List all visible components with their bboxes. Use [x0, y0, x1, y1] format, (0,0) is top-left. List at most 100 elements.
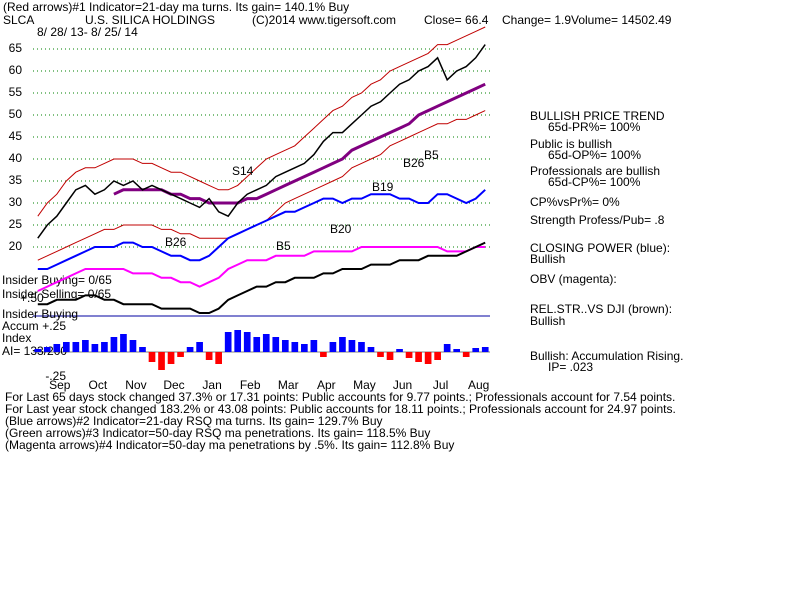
side-note: Bullish — [530, 314, 565, 328]
accum-bar — [310, 340, 318, 352]
accum-bar — [329, 342, 337, 352]
accum-bar — [177, 352, 184, 357]
accum-bar — [339, 337, 346, 352]
accum-bar — [358, 342, 365, 352]
accum-bar — [291, 342, 299, 352]
header-line: (Red arrows)#1 Indicator=21-day ma turns… — [3, 0, 349, 14]
y-tick-label: 45 — [9, 129, 23, 143]
accum-bar — [281, 340, 289, 352]
accum-bar — [91, 344, 99, 352]
y-tick-label: +.25 — [42, 319, 66, 333]
accum-bar — [405, 352, 413, 358]
y-tick-label: 65 — [9, 41, 23, 55]
accum-bar — [110, 337, 118, 352]
side-note: 65d-OP%= 100% — [548, 148, 641, 162]
left-label: Index — [2, 331, 31, 345]
accum-bar — [396, 349, 403, 352]
change: Change= 1.9 — [502, 13, 571, 27]
x-tick-label: Jun — [393, 378, 412, 392]
y-tick-label: 25 — [9, 217, 23, 231]
x-tick-label: Aug — [468, 378, 489, 392]
x-tick-label: Sep — [49, 378, 71, 392]
company: U.S. SILICA HOLDINGS — [85, 13, 215, 27]
annotation: B5 — [276, 239, 291, 253]
accum-bar — [101, 342, 108, 352]
series-line — [37, 241, 486, 314]
side-note: REL.STR..VS DJI (brown): — [530, 302, 672, 316]
accum-bar — [348, 340, 356, 352]
accum-bar — [34, 349, 42, 352]
accum-bar — [481, 347, 489, 352]
side-note: CP%vsPr%= 0% — [530, 195, 620, 209]
side-note: CLOSING POWER (blue): — [530, 241, 670, 255]
annotation: S14 — [232, 164, 254, 178]
accum-bar — [443, 344, 451, 352]
side-note: 65d-PR%= 100% — [548, 120, 641, 134]
accum-bar — [253, 337, 261, 352]
footer-line: (Blue arrows)#2 Indicator=21-day RSQ ma … — [5, 414, 383, 428]
series-line — [37, 246, 486, 292]
left-label: +.50 — [20, 291, 44, 305]
annotation: B20 — [330, 222, 352, 236]
y-tick-label: 20 — [9, 239, 23, 253]
accum-bar — [234, 330, 242, 352]
accum-bar — [158, 352, 165, 370]
accum-bar — [196, 342, 203, 352]
y-tick-label: 30 — [9, 195, 23, 209]
close: Close= 66.4 — [424, 13, 489, 27]
x-tick-label: May — [353, 378, 376, 392]
footer-line: (Green arrows)#3 Indicator=50-day RSQ ma… — [5, 426, 430, 440]
accum-bar — [434, 352, 441, 360]
accum-bar — [72, 342, 80, 352]
accum-bar — [215, 352, 222, 364]
footer-line: (Magenta arrows)#4 Indicator=50-day ma p… — [5, 438, 454, 452]
x-tick-label: Jul — [433, 378, 448, 392]
left-label: Insider Selling= 0/65 — [2, 287, 111, 301]
left-label: Insider Buying= 0/65 — [2, 273, 112, 287]
accum-bar — [43, 347, 51, 352]
accum-bar — [472, 348, 480, 352]
side-note: IP= .023 — [548, 360, 593, 374]
annotation: B26 — [165, 235, 187, 249]
left-label: Accum — [2, 319, 39, 333]
left-label: Insider Buying — [2, 307, 78, 321]
accum-bar — [320, 352, 327, 357]
symbol: SLCA — [3, 13, 34, 27]
accum-bar — [120, 334, 127, 352]
y-tick-label: 50 — [9, 107, 23, 121]
accum-bar — [205, 352, 213, 360]
accum-bar — [462, 352, 470, 357]
footer-line: For Last 65 days stock changed 37.3% or … — [5, 390, 675, 404]
side-note: Professionals are bullish — [530, 164, 660, 178]
date-range: 8/ 28/ 13- 8/ 25/ 14 — [37, 25, 138, 39]
accum-bar — [82, 340, 89, 352]
accum-bar — [386, 352, 394, 360]
accum-bar — [243, 332, 251, 352]
annotation: B5 — [424, 148, 439, 162]
x-tick-label: Dec — [163, 378, 184, 392]
accum-bar — [262, 334, 270, 352]
series-line — [37, 44, 486, 239]
accum-bar — [367, 347, 375, 352]
x-tick-label: Oct — [89, 378, 108, 392]
accum-bar — [301, 344, 308, 352]
annotation: B19 — [372, 180, 394, 194]
accum-bar — [377, 352, 384, 357]
footer-line: For Last year stock changed 183.2% or 43… — [5, 402, 676, 416]
accum-bar — [167, 352, 175, 364]
series-line — [37, 189, 486, 270]
annotation: B26 — [403, 156, 425, 170]
accum-bar — [186, 347, 194, 352]
series-line — [37, 26, 486, 217]
accum-bar — [453, 349, 461, 352]
accum-bar — [148, 352, 156, 362]
x-tick-label: Apr — [317, 378, 336, 392]
y-tick-label: 60 — [9, 63, 23, 77]
x-tick-label: Mar — [278, 378, 299, 392]
side-note: Bullish — [530, 252, 565, 266]
copyright: (C)2014 www.tigersoft.com — [252, 13, 396, 27]
series-line — [113, 82, 486, 205]
side-note: Public is bullish — [530, 137, 612, 151]
